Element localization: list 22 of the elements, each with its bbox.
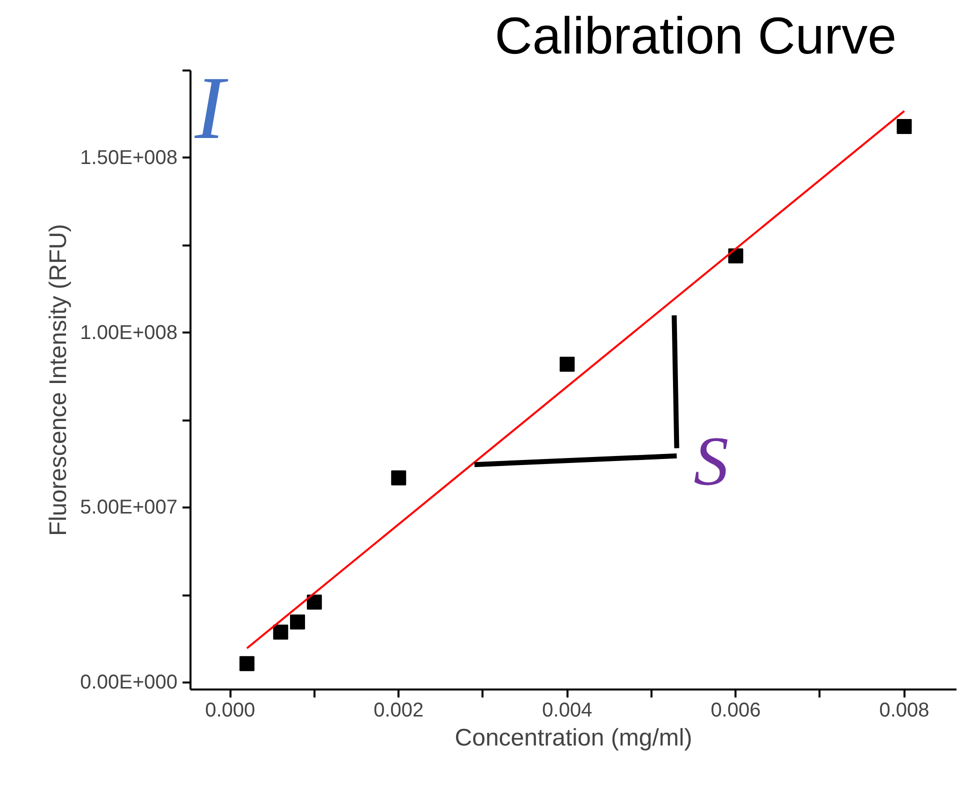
y-axis-title: Fluorescence Intensity (RFU): [45, 224, 72, 536]
y-tick-label: 0.00E+000: [80, 672, 178, 694]
y-tick-label: 1.00E+008: [80, 322, 178, 344]
point: [290, 614, 306, 630]
x-tick-label: 0.004: [542, 700, 592, 722]
point: [273, 624, 288, 640]
x-tick-label: 0.008: [879, 700, 930, 722]
annotation: S: [694, 424, 729, 501]
annotation: I: [194, 58, 229, 158]
y-tick-label: 1.50E+008: [80, 146, 178, 169]
x-tick-label: 0.006: [710, 700, 761, 722]
y-tick-label: 5.00E+007: [80, 496, 178, 519]
point: [560, 356, 575, 372]
x-tick-label: 0.002: [374, 700, 424, 722]
chart-title: Calibration Curve: [494, 8, 897, 66]
x-axis-title: Concentration (mg/ml): [454, 724, 692, 752]
point: [239, 656, 254, 672]
point: [391, 470, 406, 486]
x-tick-label: 0.000: [205, 700, 256, 722]
point: [728, 248, 744, 264]
point: [306, 594, 322, 610]
point: [896, 118, 912, 134]
